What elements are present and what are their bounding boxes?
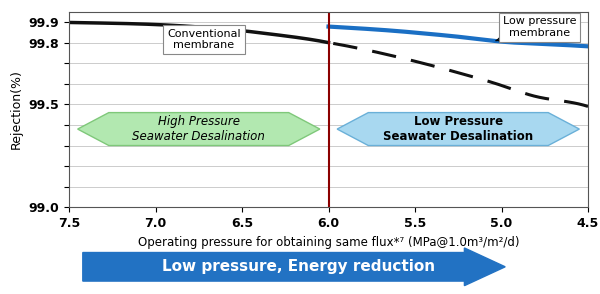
Text: Conventional
membrane: Conventional membrane — [167, 29, 241, 50]
FancyArrow shape — [83, 248, 505, 286]
Text: Low pressure
membrane: Low pressure membrane — [496, 16, 577, 41]
Text: Low pressure, Energy reduction: Low pressure, Energy reduction — [162, 259, 436, 274]
Text: Low Pressure
Seawater Desalination: Low Pressure Seawater Desalination — [383, 115, 533, 143]
Polygon shape — [337, 113, 580, 146]
Y-axis label: Rejection(%): Rejection(%) — [10, 70, 23, 149]
Polygon shape — [77, 113, 320, 146]
X-axis label: Operating pressure for obtaining same flux*⁷ (MPa@1.0m³/m²/d): Operating pressure for obtaining same fl… — [138, 235, 519, 248]
Text: High Pressure
Seawater Desalination: High Pressure Seawater Desalination — [133, 115, 265, 143]
